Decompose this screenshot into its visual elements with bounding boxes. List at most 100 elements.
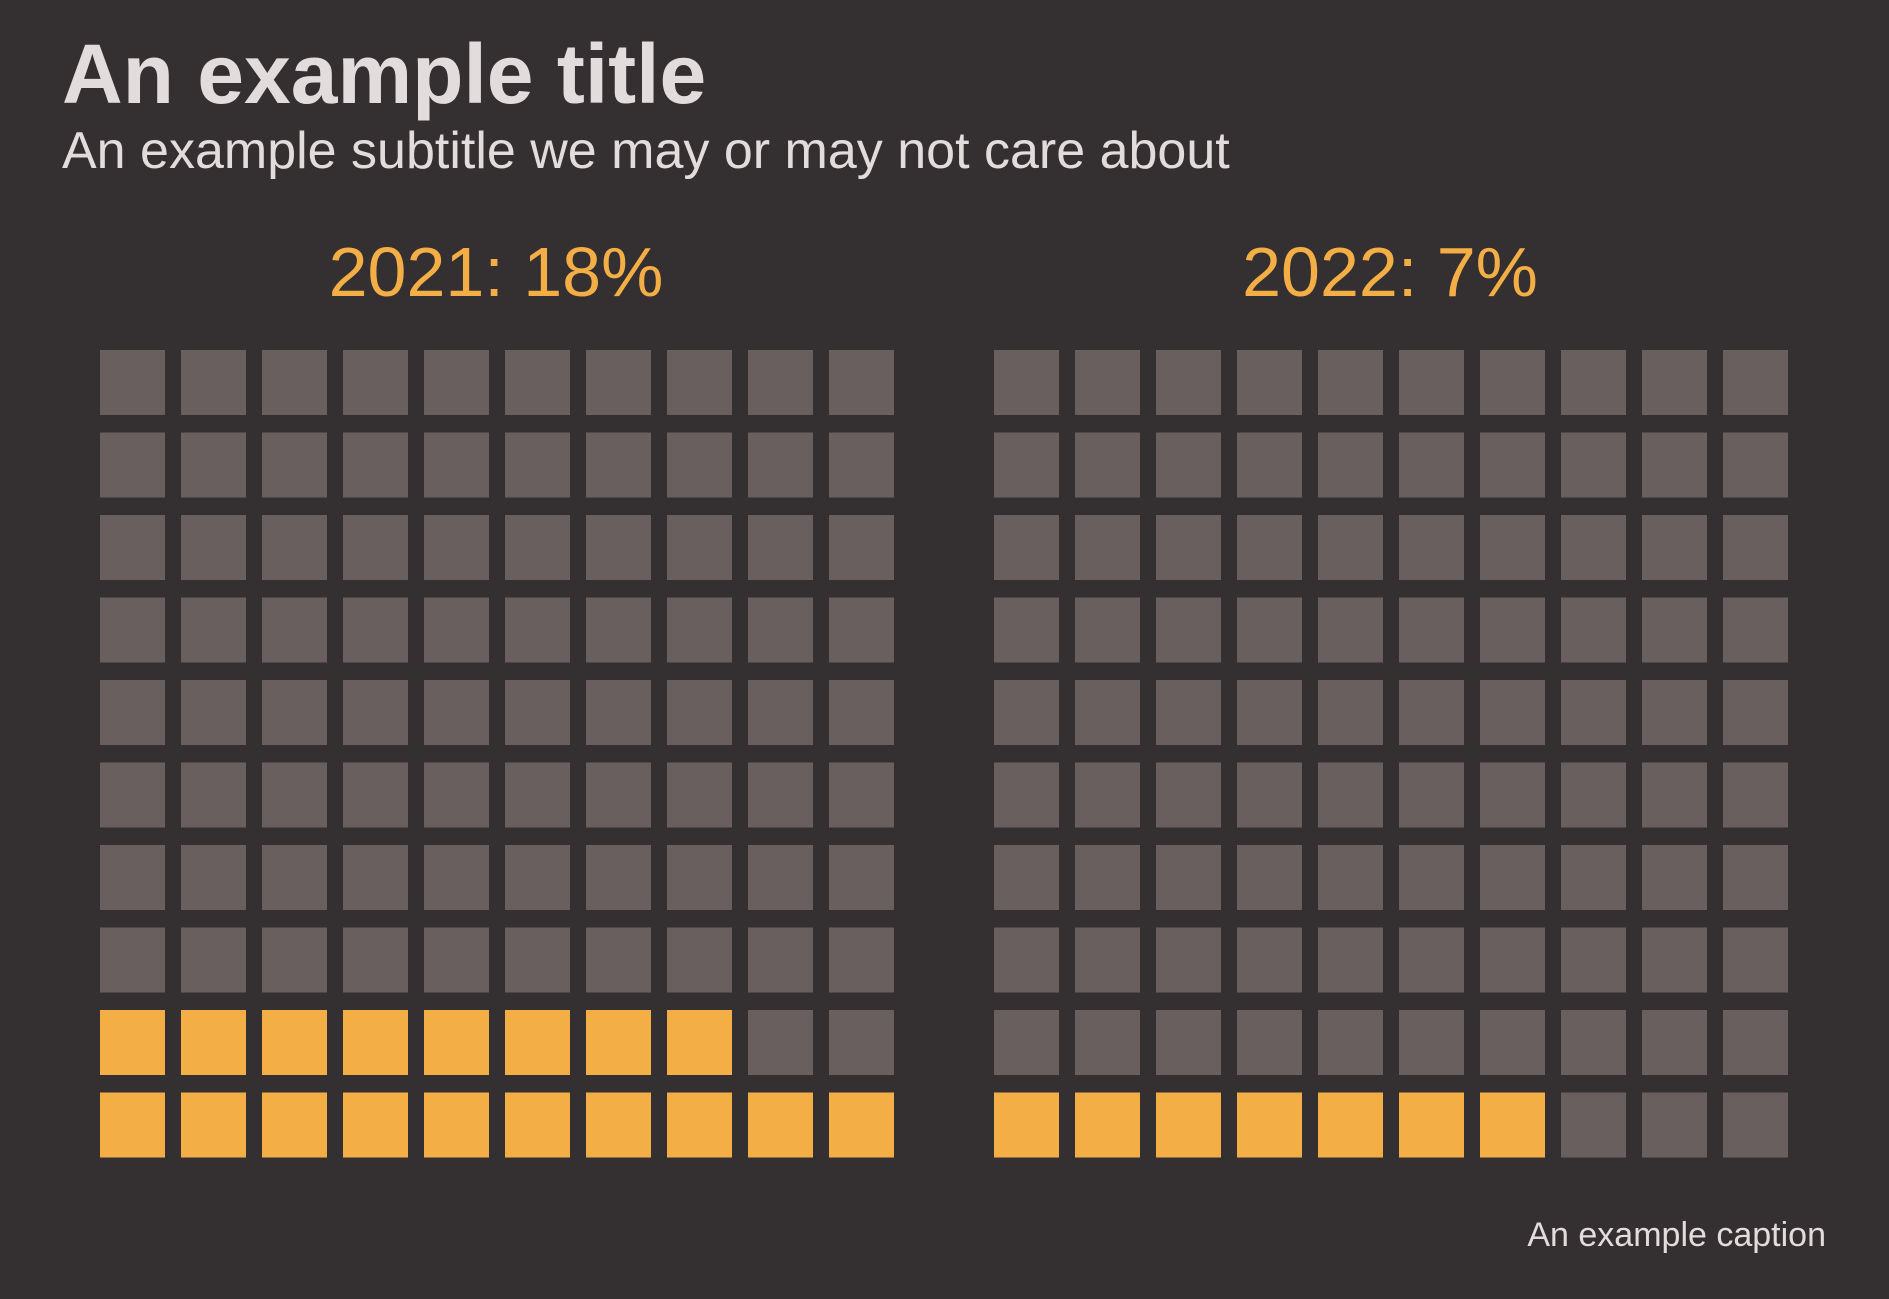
waffle-cell-filled-2022-5	[1399, 1092, 1464, 1158]
waffle-cell-empty-2021-33	[343, 845, 408, 910]
waffle-cell-empty-2022-94	[1318, 350, 1383, 415]
waffle-cell-empty-2021-37	[667, 845, 732, 910]
waffle-cell-filled-2021-3	[343, 1092, 408, 1158]
waffle-cell-empty-2021-87	[667, 432, 732, 498]
waffle-cell-empty-2022-20	[994, 927, 1059, 993]
waffle-cell-empty-2022-86	[1480, 432, 1545, 498]
waffle-cell-empty-2021-85	[505, 432, 570, 498]
waffle-cell-empty-2022-96	[1480, 350, 1545, 415]
waffle-cell-empty-2022-49	[1723, 762, 1788, 828]
waffle-cell-empty-2022-57	[1561, 680, 1626, 745]
waffle-cell-empty-2021-62	[262, 597, 327, 663]
waffle-cell-empty-2022-9	[1723, 1092, 1788, 1158]
waffle-cell-empty-2022-70	[994, 515, 1059, 580]
waffle-cell-empty-2021-84	[424, 432, 489, 498]
waffle-cell-empty-2022-75	[1399, 515, 1464, 580]
waffle-cell-empty-2022-95	[1399, 350, 1464, 415]
waffle-cell-empty-2021-64	[424, 597, 489, 663]
waffle-cell-empty-2022-53	[1237, 680, 1302, 745]
waffle-cell-empty-2022-56	[1480, 680, 1545, 745]
waffle-cell-empty-2021-53	[343, 680, 408, 745]
waffle-cell-filled-2021-1	[181, 1092, 246, 1158]
waffle-cell-empty-2022-99	[1723, 350, 1788, 415]
waffle-cell-empty-2021-28	[748, 927, 813, 993]
waffle-cell-filled-2021-12	[262, 1010, 327, 1075]
waffle-cell-filled-2021-7	[667, 1092, 732, 1158]
waffle-cell-empty-2022-36	[1480, 845, 1545, 910]
waffle-cell-filled-2021-11	[181, 1010, 246, 1075]
waffle-cell-empty-2022-14	[1318, 1010, 1383, 1075]
waffle-cell-empty-2021-82	[262, 432, 327, 498]
waffle-cell-empty-2021-83	[343, 432, 408, 498]
waffle-cell-empty-2021-23	[343, 927, 408, 993]
waffle-cell-empty-2022-92	[1156, 350, 1221, 415]
waffle-cell-filled-2022-3	[1237, 1092, 1302, 1158]
waffle-cell-empty-2022-87	[1561, 432, 1626, 498]
waffle-cell-empty-2022-15	[1399, 1010, 1464, 1075]
waffle-cell-empty-2021-50	[100, 680, 165, 745]
waffle-cell-empty-2021-39	[829, 845, 894, 910]
waffle-cell-filled-2021-10	[100, 1010, 165, 1075]
waffle-cell-empty-2022-16	[1480, 1010, 1545, 1075]
waffle-cell-empty-2022-81	[1075, 432, 1140, 498]
waffle-cell-empty-2021-41	[181, 762, 246, 828]
waffle-cell-empty-2021-30	[100, 845, 165, 910]
waffle-cell-empty-2022-40	[994, 762, 1059, 828]
waffle-cell-empty-2021-72	[262, 515, 327, 580]
waffle-cell-empty-2022-33	[1237, 845, 1302, 910]
waffle-cell-empty-2022-77	[1561, 515, 1626, 580]
waffle-cell-empty-2021-42	[262, 762, 327, 828]
waffle-cell-empty-2022-61	[1075, 597, 1140, 663]
waffle-cell-empty-2021-58	[748, 680, 813, 745]
waffle-cell-empty-2022-55	[1399, 680, 1464, 745]
waffle-cell-empty-2022-82	[1156, 432, 1221, 498]
waffle-cell-empty-2022-80	[994, 432, 1059, 498]
waffle-cell-filled-2021-6	[586, 1092, 651, 1158]
waffle-cell-empty-2022-71	[1075, 515, 1140, 580]
panel-label-2022: 2022: 7%	[1242, 233, 1538, 311]
waffle-cell-empty-2021-22	[262, 927, 327, 993]
waffle-cell-empty-2021-46	[586, 762, 651, 828]
chart-subtitle: An example subtitle we may or may not ca…	[62, 122, 1230, 180]
waffle-cell-empty-2021-32	[262, 845, 327, 910]
waffle-cell-filled-2021-16	[586, 1010, 651, 1075]
waffle-cell-empty-2021-86	[586, 432, 651, 498]
waffle-cell-empty-2021-35	[505, 845, 570, 910]
waffle-cell-empty-2022-48	[1642, 762, 1707, 828]
waffle-cell-empty-2022-66	[1480, 597, 1545, 663]
waffle-cell-empty-2022-58	[1642, 680, 1707, 745]
waffle-cell-filled-2021-2	[262, 1092, 327, 1158]
waffle-cell-empty-2021-88	[748, 432, 813, 498]
waffle-cell-filled-2022-4	[1318, 1092, 1383, 1158]
waffle-cell-empty-2021-80	[100, 432, 165, 498]
waffle-cell-empty-2022-79	[1723, 515, 1788, 580]
waffle-cell-empty-2022-37	[1561, 845, 1626, 910]
waffle-cell-empty-2021-40	[100, 762, 165, 828]
waffle-cell-empty-2021-43	[343, 762, 408, 828]
waffle-cell-empty-2022-73	[1237, 515, 1302, 580]
waffle-cell-empty-2022-26	[1480, 927, 1545, 993]
waffle-cell-empty-2022-76	[1480, 515, 1545, 580]
waffle-cell-empty-2022-8	[1642, 1092, 1707, 1158]
waffle-cell-empty-2021-54	[424, 680, 489, 745]
waffle-cell-empty-2022-78	[1642, 515, 1707, 580]
waffle-cell-filled-2021-13	[343, 1010, 408, 1075]
waffle-cell-empty-2022-41	[1075, 762, 1140, 828]
waffle-cell-empty-2021-81	[181, 432, 246, 498]
waffle-cell-empty-2021-59	[829, 680, 894, 745]
waffle-cell-filled-2022-2	[1156, 1092, 1221, 1158]
waffle-cell-empty-2021-97	[667, 350, 732, 415]
waffle-cell-empty-2021-29	[829, 927, 894, 993]
waffle-cell-empty-2021-78	[748, 515, 813, 580]
waffle-cell-empty-2022-22	[1156, 927, 1221, 993]
waffle-cell-empty-2022-72	[1156, 515, 1221, 580]
waffle-cell-empty-2022-45	[1399, 762, 1464, 828]
waffle-cell-empty-2021-34	[424, 845, 489, 910]
waffle-cell-empty-2022-69	[1723, 597, 1788, 663]
waffle-cell-empty-2021-55	[505, 680, 570, 745]
waffle-cell-empty-2022-28	[1642, 927, 1707, 993]
waffle-cell-empty-2021-73	[343, 515, 408, 580]
waffle-cell-empty-2021-71	[181, 515, 246, 580]
waffle-cell-empty-2022-10	[994, 1010, 1059, 1075]
waffle-cell-empty-2021-65	[505, 597, 570, 663]
